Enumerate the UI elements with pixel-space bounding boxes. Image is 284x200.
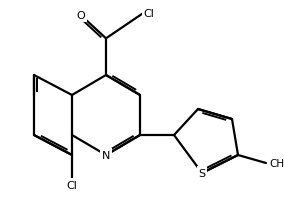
Text: CH₃: CH₃ bbox=[269, 158, 284, 168]
Text: S: S bbox=[199, 168, 206, 178]
Text: O: O bbox=[76, 11, 85, 21]
Text: Cl: Cl bbox=[143, 9, 154, 19]
Text: N: N bbox=[102, 150, 110, 160]
Text: Cl: Cl bbox=[66, 180, 78, 190]
